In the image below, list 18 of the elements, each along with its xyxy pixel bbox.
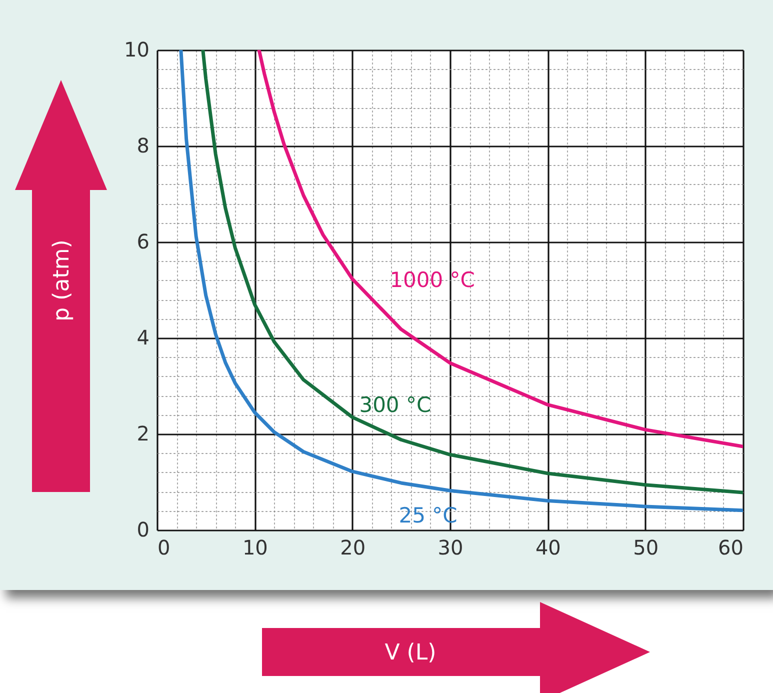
x-tick-label: 10 xyxy=(242,536,268,560)
x-tick-label: 60 xyxy=(718,536,744,560)
line-series xyxy=(257,50,743,448)
x-tick-label: 50 xyxy=(633,536,659,560)
y-tick-label: 8 xyxy=(136,134,150,158)
y-tick-label: 6 xyxy=(136,230,150,254)
series-label: 1000 °C xyxy=(390,268,475,292)
y-axis-title: p (atm) xyxy=(50,240,74,322)
y-tick-label: 0 xyxy=(136,518,150,542)
x-tick-label: 40 xyxy=(535,536,561,560)
series-label: 300 °C xyxy=(359,392,432,417)
x-tick-label: 20 xyxy=(340,536,366,560)
y-tick-label: 2 xyxy=(136,422,150,446)
y-tick-label: 10 xyxy=(124,38,150,62)
x-axis-title: V (L) xyxy=(384,640,436,666)
y-tick-label: 4 xyxy=(136,326,150,350)
x-tick-label: 30 xyxy=(438,536,464,560)
x-tick-label: 0 xyxy=(158,536,170,560)
